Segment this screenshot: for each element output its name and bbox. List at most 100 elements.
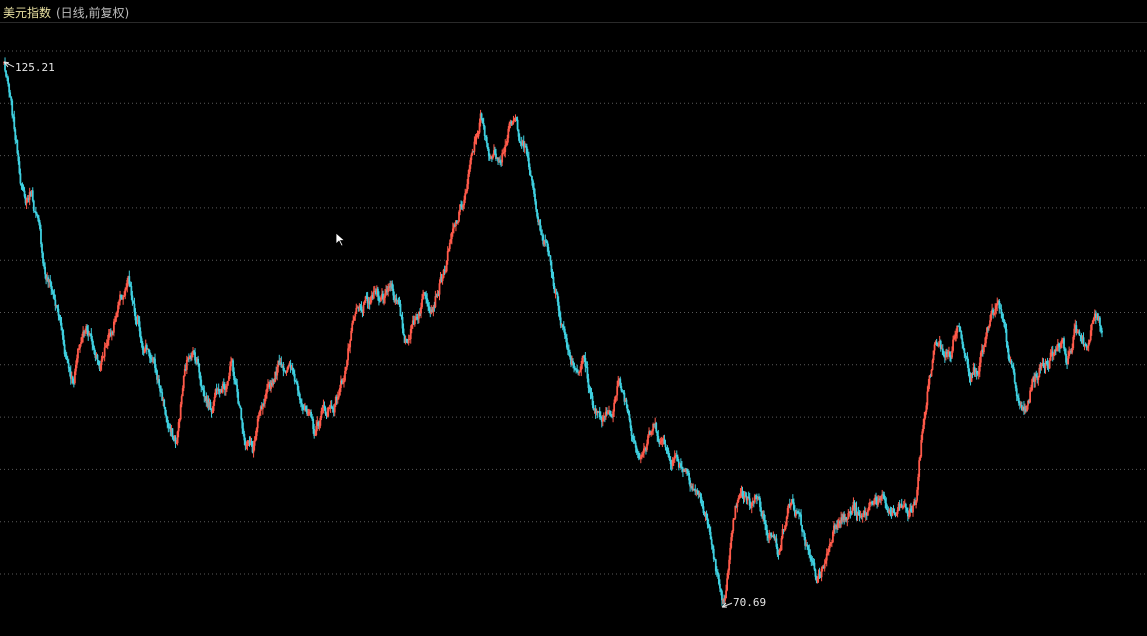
down-candle-body [815,576,818,581]
down-candle-body [658,440,661,444]
down-candle-body [357,307,360,309]
down-candle-body [1008,358,1011,363]
down-candle-body [533,187,535,194]
down-candle-body [693,488,696,490]
down-candle-body [278,360,281,365]
down-candle-body [742,496,745,499]
up-candle-body [326,411,329,416]
down-candle-body [482,123,485,127]
down-candle-body [234,380,237,382]
up-candle-body [641,453,644,455]
down-candle-body [160,391,163,393]
up-candle-body [1040,363,1043,369]
down-candle-body [558,310,561,318]
down-candle-body [31,190,34,201]
down-candle-body [676,456,679,462]
up-candle-body [986,327,988,337]
up-candle-body [307,413,309,414]
down-candle-body [905,507,908,512]
down-candle-body [71,376,74,384]
up-candle-body [994,308,997,313]
down-candle-body [629,420,632,429]
down-candle-body [803,531,806,537]
up-candle-body [844,517,847,520]
down-candle-body [876,499,878,505]
down-candle-body [45,274,48,280]
up-candle-body [180,396,183,405]
up-candle-body [837,522,839,528]
up-candle-body [334,396,337,405]
down-candle-body [516,119,519,130]
down-candle-body [714,559,717,572]
up-candle-body [848,511,851,514]
down-candle-body [486,143,489,150]
up-candle-body [830,542,833,543]
down-candle-body [968,371,971,378]
down-candle-body [36,214,39,219]
down-candle-body [636,452,639,454]
up-candle-body [1069,351,1072,353]
up-candle-body [915,500,917,505]
down-candle-body [668,457,671,461]
up-candle-body [82,331,84,337]
up-candle-body [25,199,28,204]
up-candle-body [912,505,914,513]
down-candle-body [946,352,948,354]
down-candle-body [1007,348,1010,359]
down-candle-body [151,358,153,360]
down-candle-body [1082,337,1085,345]
up-candle-body [683,470,685,472]
up-candle-body [384,293,386,298]
up-candle-body [977,371,980,375]
up-candle-body [258,411,261,416]
up-candle-body [1024,409,1026,411]
down-candle-body [900,503,903,508]
down-candle-body [568,349,570,353]
down-candle-body [275,371,278,376]
up-candle-body [868,502,871,507]
up-candle-body [922,424,925,432]
down-candle-body [510,121,513,125]
down-candle-body [700,496,703,505]
up-candle-body [743,495,746,499]
up-candle-body [1037,377,1040,380]
up-candle-body [445,260,448,272]
down-candle-body [914,501,916,505]
down-candle-body [1057,343,1060,346]
up-candle-body [729,547,732,560]
price-chart[interactable]: 125.21 70.69 [0,24,1147,636]
up-candle-body [842,514,845,521]
down-candle-body [894,513,897,515]
up-candle-body [388,286,391,289]
up-candle-body [920,439,923,457]
up-candle-body [446,251,449,261]
down-candle-body [1066,362,1068,365]
up-candle-body [1041,363,1044,365]
up-candle-body [438,283,441,295]
down-candle-body [392,288,395,296]
up-candle-body [322,405,325,408]
up-candle-body [617,380,620,387]
down-candle-body [8,84,11,93]
up-candle-body [919,456,922,461]
down-candle-body [822,566,825,569]
up-candle-body [926,391,929,406]
down-candle-body [667,450,670,458]
down-candle-body [273,379,276,382]
up-candle-body [925,405,928,412]
down-candle-body [134,311,137,321]
up-candle-body [923,417,926,425]
up-candle-body [514,118,517,120]
down-candle-body [679,463,682,467]
down-candle-body [403,335,406,343]
down-candle-body [93,348,96,355]
down-candle-body [992,309,995,316]
up-candle-body [498,160,500,162]
down-candle-body [18,161,21,174]
up-candle-body [352,320,355,324]
down-candle-body [21,185,24,187]
up-candle-body [1095,313,1098,318]
up-candle-body [502,152,505,154]
up-candle-body [678,463,681,468]
down-candle-body [532,180,534,188]
